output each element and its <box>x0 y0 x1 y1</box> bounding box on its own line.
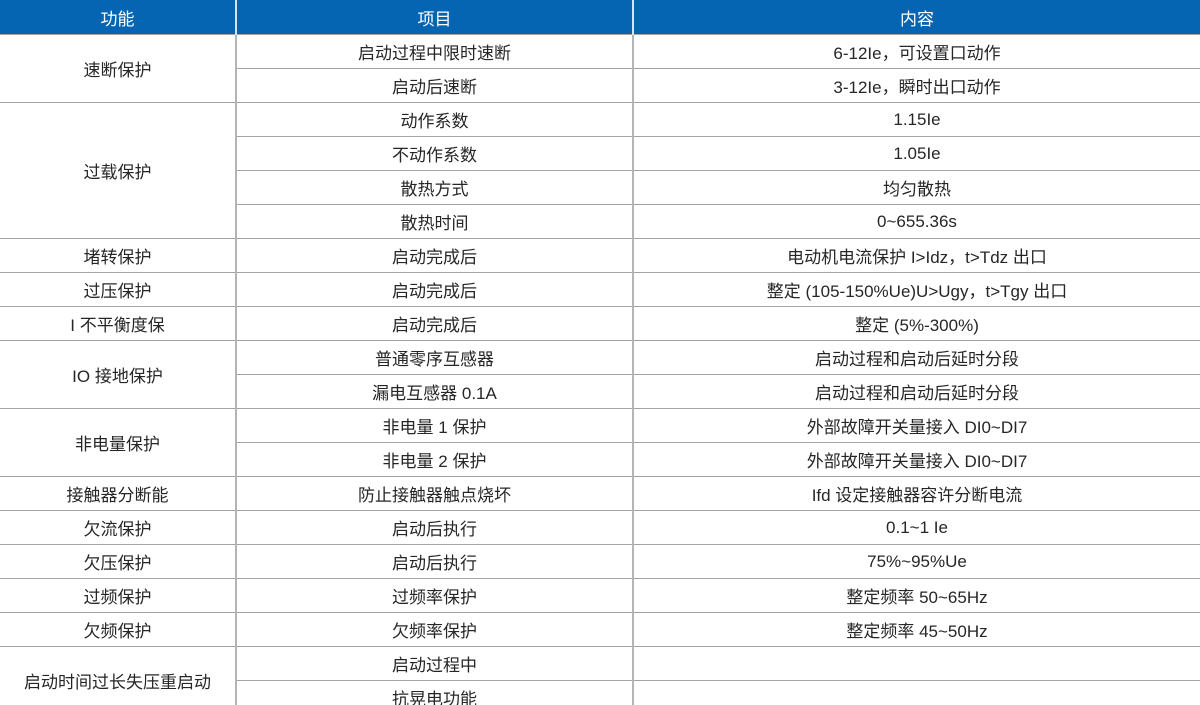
function-cell: 过压保护 <box>0 272 236 307</box>
content-cell: 外部故障开关量接入 DI0~DI7 <box>632 408 1200 443</box>
content-cell: 整定 (5%-300%) <box>632 306 1200 341</box>
table-row: 非电量 2 保护 外部故障开关量接入 DI0~DI7 <box>0 442 1200 477</box>
table-row: 非电量保护 非电量 1 保护 外部故障开关量接入 DI0~DI7 <box>0 408 1200 477</box>
function-cell: 启动时间过长失压重启动 <box>0 646 236 705</box>
item-cell: 启动后执行 <box>235 544 633 579</box>
content-cell: 整定 (105-150%Ue)U>Ugy，t>Tgy 出口 <box>632 272 1200 307</box>
function-cell: 接触器分断能 <box>0 476 236 511</box>
item-cell: 散热方式 <box>235 170 633 205</box>
content-cell: 6-12Ie，可设置口动作 <box>632 34 1200 69</box>
item-cell: 欠频率保护 <box>235 612 633 647</box>
function-cell: 过载保护 <box>0 102 236 239</box>
table-row: 漏电互感器 0.1A 启动过程和启动后延时分段 <box>0 374 1200 409</box>
content-cell: 整定频率 50~65Hz <box>632 578 1200 613</box>
table-row: 启动后速断 3-12Ie，瞬时出口动作 <box>0 68 1200 103</box>
column-header-function: 功能 <box>0 0 236 35</box>
content-cell: 3-12Ie，瞬时出口动作 <box>632 68 1200 103</box>
function-cell: 欠频保护 <box>0 612 236 647</box>
content-cell: 启动过程和启动后延时分段 <box>632 374 1200 409</box>
table-body: 速断保护 启动过程中限时速断 6-12Ie，可设置口动作 启动后速断 3-12I… <box>0 34 1200 705</box>
table-row: IO 接地保护 普通零序互感器 启动过程和启动后延时分段 <box>0 340 1200 409</box>
item-cell: 非电量 1 保护 <box>235 408 633 443</box>
function-cell: IO 接地保护 <box>0 340 236 409</box>
item-cell: 动作系数 <box>235 102 633 137</box>
table-row: 过频保护 过频率保护 整定频率 50~65Hz <box>0 578 1200 613</box>
table-row: 过载保护 动作系数 1.15Ie <box>0 102 1200 239</box>
item-cell: 启动后执行 <box>235 510 633 545</box>
content-cell: 整定频率 45~50Hz <box>632 612 1200 647</box>
content-cell: 75%~95%Ue <box>632 544 1200 579</box>
content-cell: 0.1~1 Ie <box>632 510 1200 545</box>
table-row: 欠流保护 启动后执行 0.1~1 Ie <box>0 510 1200 545</box>
function-cell: 速断保护 <box>0 34 236 103</box>
function-cell: 欠压保护 <box>0 544 236 579</box>
item-cell: 不动作系数 <box>235 136 633 171</box>
table-row: 不动作系数 1.05Ie <box>0 136 1200 171</box>
item-cell: 启动完成后 <box>235 272 633 307</box>
table-header: 功能 项目 内容 <box>0 0 1200 35</box>
table-row: 抗晃电功能 <box>0 680 1200 705</box>
item-cell: 普通零序互感器 <box>235 340 633 375</box>
content-cell <box>632 680 1200 705</box>
column-header-content: 内容 <box>632 0 1200 35</box>
content-cell: 启动过程和启动后延时分段 <box>632 340 1200 375</box>
function-cell: 非电量保护 <box>0 408 236 477</box>
item-cell: 启动后速断 <box>235 68 633 103</box>
function-cell: 欠流保护 <box>0 510 236 545</box>
item-cell: 漏电互感器 0.1A <box>235 374 633 409</box>
item-cell: 过频率保护 <box>235 578 633 613</box>
table-row: 欠压保护 启动后执行 75%~95%Ue <box>0 544 1200 579</box>
item-cell: 启动完成后 <box>235 238 633 273</box>
column-header-item: 项目 <box>235 0 633 35</box>
table-row: 欠频保护 欠频率保护 整定频率 45~50Hz <box>0 612 1200 647</box>
content-cell: 1.15Ie <box>632 102 1200 137</box>
item-cell: 防止接触器触点烧坏 <box>235 476 633 511</box>
table-row: 启动时间过长失压重启动 启动过程中 <box>0 646 1200 705</box>
content-cell: 均匀散热 <box>632 170 1200 205</box>
table-row: 速断保护 启动过程中限时速断 6-12Ie，可设置口动作 <box>0 34 1200 103</box>
content-cell: 外部故障开关量接入 DI0~DI7 <box>632 442 1200 477</box>
function-cell: 堵转保护 <box>0 238 236 273</box>
item-cell: 启动完成后 <box>235 306 633 341</box>
header-row: 功能 项目 内容 <box>0 0 1200 35</box>
table-row: I 不平衡度保 启动完成后 整定 (5%-300%) <box>0 306 1200 341</box>
function-cell: I 不平衡度保 <box>0 306 236 341</box>
item-cell: 散热时间 <box>235 204 633 239</box>
function-cell: 过频保护 <box>0 578 236 613</box>
table-row: 过压保护 启动完成后 整定 (105-150%Ue)U>Ugy，t>Tgy 出口 <box>0 272 1200 307</box>
table-row: 堵转保护 启动完成后 电动机电流保护 I>Idz，t>Tdz 出口 <box>0 238 1200 273</box>
table-row: 散热时间 0~655.36s <box>0 204 1200 239</box>
item-cell: 启动过程中限时速断 <box>235 34 633 69</box>
content-cell: 1.05Ie <box>632 136 1200 171</box>
item-cell: 启动过程中 <box>235 646 633 681</box>
content-cell: 0~655.36s <box>632 204 1200 239</box>
item-cell: 抗晃电功能 <box>235 680 633 705</box>
item-cell: 非电量 2 保护 <box>235 442 633 477</box>
content-cell: Ifd 设定接触器容许分断电流 <box>632 476 1200 511</box>
content-cell <box>632 646 1200 681</box>
content-cell: 电动机电流保护 I>Idz，t>Tdz 出口 <box>632 238 1200 273</box>
table-row: 接触器分断能 防止接触器触点烧坏 Ifd 设定接触器容许分断电流 <box>0 476 1200 511</box>
